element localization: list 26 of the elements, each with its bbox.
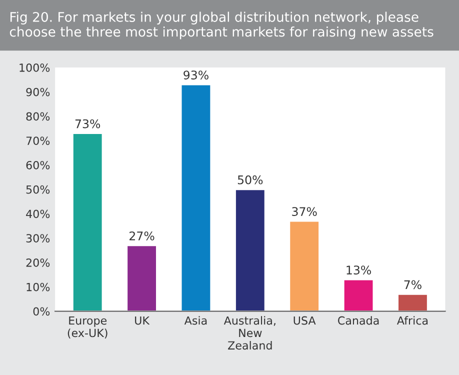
x-tick-label: Australia, New Zealand: [224, 316, 276, 350]
x-tick-label: UK: [135, 316, 150, 325]
y-tick-label: 80%: [26, 112, 50, 121]
data-label: 7%: [404, 280, 422, 290]
y-tick-label: 20%: [26, 258, 50, 267]
y-tick-label: 10%: [26, 282, 50, 292]
data-label: 27%: [130, 231, 154, 240]
x-tick-label: Europe (ex-UK): [68, 316, 108, 338]
x-tick-label: USA: [294, 316, 316, 325]
y-tick-label: 40%: [26, 210, 50, 218]
y-tick-label: 100%: [20, 63, 50, 72]
x-tick-label: Asia: [184, 316, 207, 325]
data-label: 93%: [184, 70, 208, 80]
y-tick-label: 30%: [26, 234, 50, 243]
x-tick-label: Africa: [396, 316, 428, 325]
chart-title: Fig 20. For markets in your global distribution network, please choose the three most important markets for raising new assets: [10, 12, 434, 40]
y-tick-label: 90%: [26, 88, 50, 96]
x-tick-label: Canada: [338, 316, 379, 325]
data-label: 50%: [238, 175, 263, 184]
data-label: 37%: [292, 207, 317, 216]
y-tick-label: 60%: [26, 160, 50, 170]
y-tick-label: 70%: [26, 136, 50, 146]
y-tick-label: 50%: [26, 185, 50, 194]
data-label: 13%: [346, 266, 371, 274]
data-label: 73%: [75, 119, 100, 128]
y-tick-label: 0%: [33, 307, 50, 316]
